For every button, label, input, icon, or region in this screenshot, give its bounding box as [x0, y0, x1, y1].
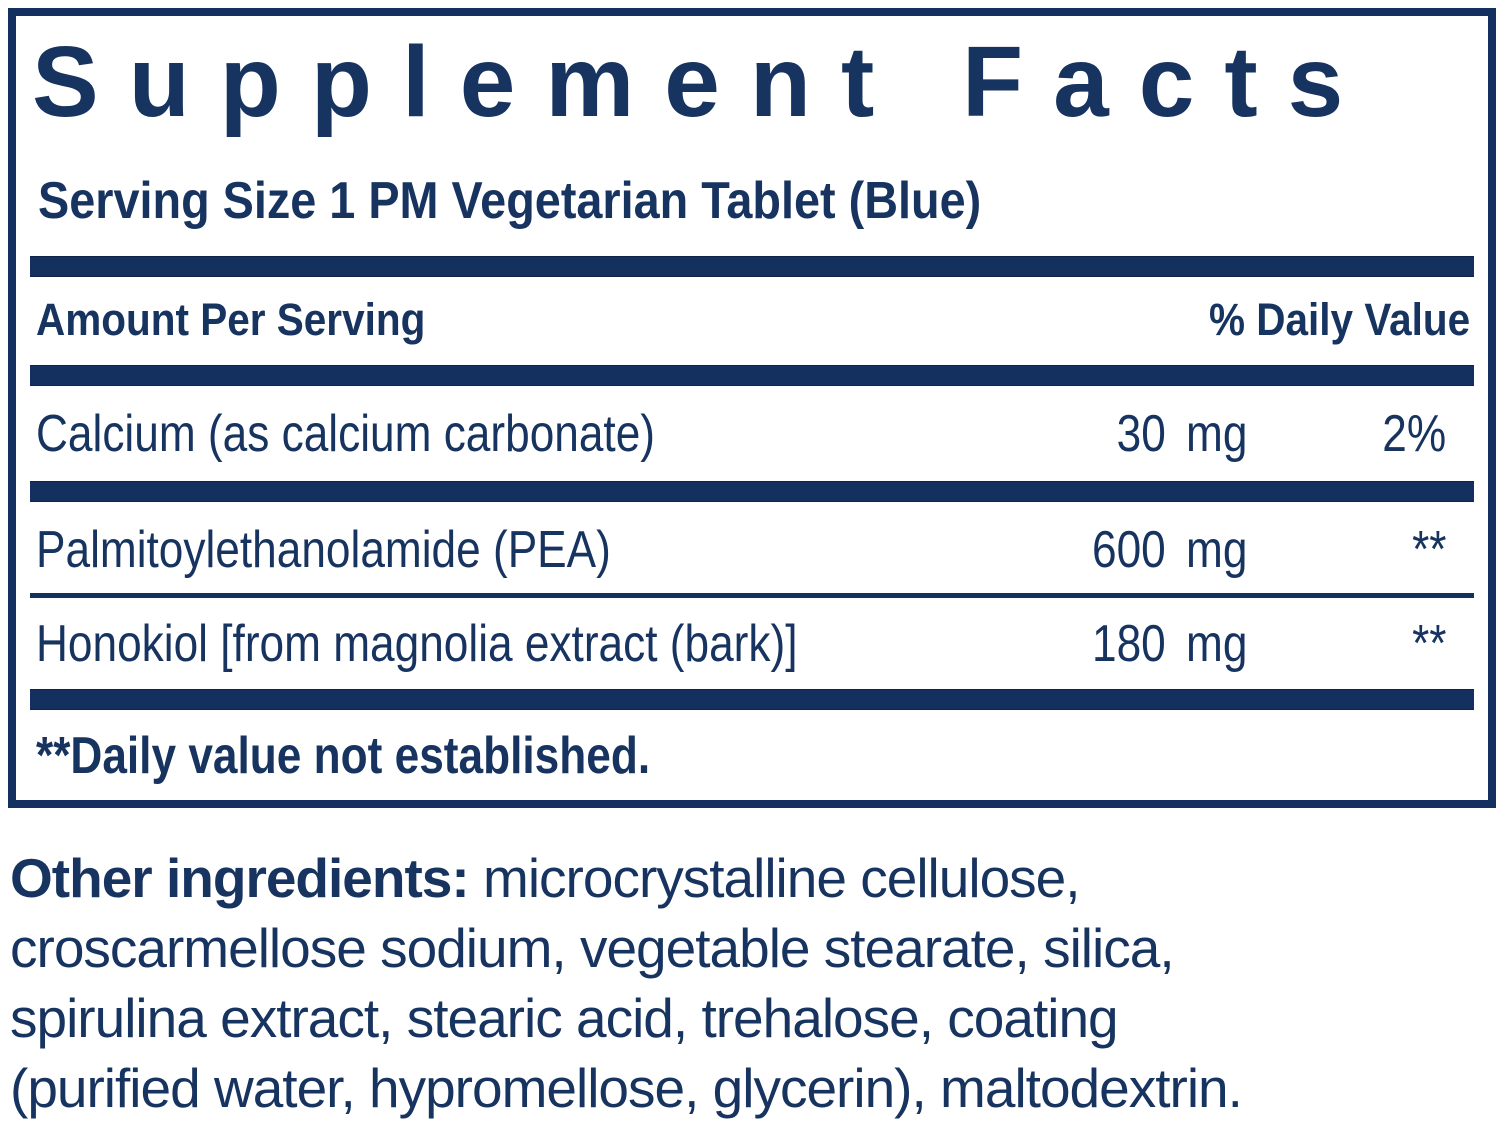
other-ingredients-line-2: croscarmellose sodium, vegetable stearat… [10, 917, 1175, 979]
daily-value-cell: 2% [1382, 404, 1446, 463]
amount-value: 600 [1092, 520, 1166, 579]
amount-value: 180 [1092, 614, 1166, 673]
ingredient-name: Palmitoylethanolamide (PEA) [36, 520, 611, 579]
daily-value-header: % Daily Value [1208, 293, 1470, 345]
serving-size-text: Serving Size 1 PM Vegetarian Tablet (Blu… [38, 172, 1474, 232]
other-ingredients-line-3: spirulina extract, stearic acid, trehalo… [10, 987, 1119, 1049]
table-row-pea: Palmitoylethanolamide (PEA) 600 mg ** [30, 502, 1474, 593]
table-row-honokiol: Honokiol [from magnolia extract (bark)] … [30, 598, 1474, 685]
ingredient-name: Calcium (as calcium carbonate) [36, 404, 656, 463]
other-ingredients-line-4: (purified water, hypromellose, glycerin)… [10, 1057, 1243, 1119]
serving-size-label: Serving Size 1 PM Vegetarian Tablet (Blu… [38, 172, 982, 230]
daily-value-cell: ** [1411, 614, 1446, 673]
ingredient-amount: 180 mg [991, 612, 1281, 677]
amount-per-serving-header: Amount Per Serving [36, 293, 426, 345]
panel-title: Supplement Facts [32, 26, 1374, 138]
divider-thick-row1 [30, 480, 1474, 502]
supplement-facts-panel: Supplement Facts Serving Size 1 PM Veget… [8, 8, 1496, 808]
column-header-row: Amount Per Serving % Daily Value [30, 277, 1474, 359]
ingredient-name: Honokiol [from magnolia extract (bark)] [36, 614, 798, 673]
divider-thin-row2 [30, 592, 1474, 598]
amount-unit: mg [1186, 614, 1248, 673]
ingredient-amount: 30 mg [991, 402, 1281, 467]
daily-value-footnote: **Daily value not established. [36, 726, 651, 785]
amount-value: 30 [1116, 404, 1166, 463]
amount-unit: mg [1186, 404, 1248, 463]
ingredient-amount: 600 mg [991, 518, 1281, 583]
other-ingredients-label: Other ingredients: [10, 847, 470, 909]
divider-thick-top [30, 255, 1474, 277]
divider-thick-header [30, 364, 1474, 386]
table-row-calcium: Calcium (as calcium carbonate) 30 mg 2% [30, 386, 1474, 477]
daily-value-cell: ** [1411, 520, 1446, 579]
other-ingredients-line-1: Other ingredients: microcrystalline cell… [10, 847, 1081, 909]
amount-unit: mg [1186, 520, 1248, 579]
other-ingredients-paragraph: Other ingredients: microcrystalline cell… [10, 843, 1498, 1123]
divider-thick-bottom [30, 688, 1474, 710]
